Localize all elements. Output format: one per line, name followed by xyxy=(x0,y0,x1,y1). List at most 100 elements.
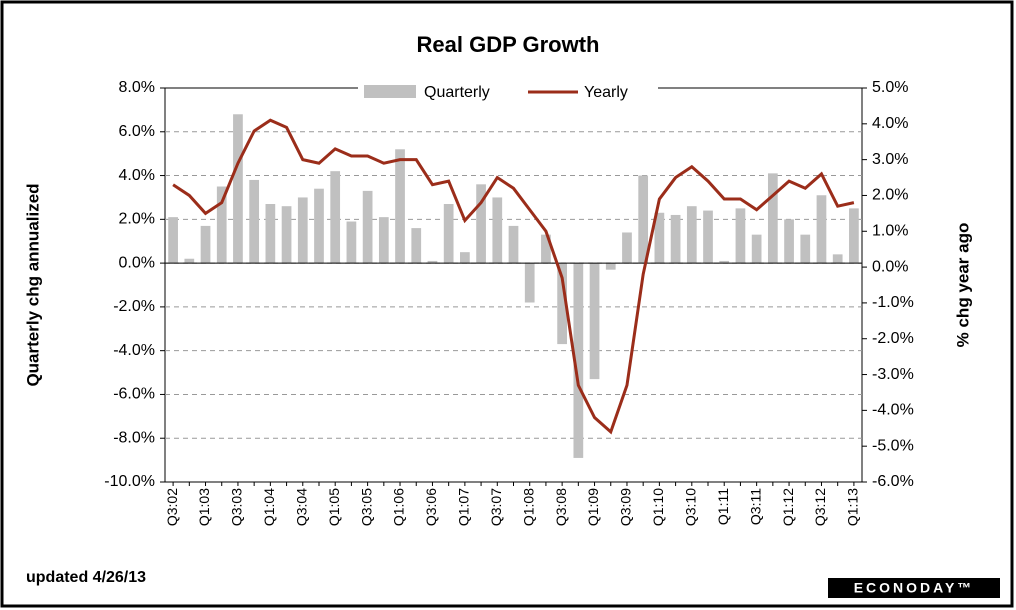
y2-tick-label: -5.0% xyxy=(872,437,914,454)
y-tick-label: -2.0% xyxy=(113,298,155,315)
y2-axis-label: % chg year ago xyxy=(953,223,972,348)
bar xyxy=(654,212,665,264)
bar xyxy=(200,225,211,264)
source: ECONODAY™ xyxy=(854,580,975,596)
bar xyxy=(800,234,811,264)
bar xyxy=(541,234,551,264)
x-tick-label: Q1:13 xyxy=(845,488,861,526)
x-tick-label: Q1:04 xyxy=(261,488,277,526)
bar xyxy=(216,186,227,264)
bar xyxy=(476,184,486,264)
bar xyxy=(460,252,470,264)
x-tick-label: Q1:03 xyxy=(196,488,212,526)
bar xyxy=(751,234,762,264)
bar xyxy=(281,206,292,264)
y-tick-label: -10.0% xyxy=(104,473,155,490)
x-tick-label: Q3:10 xyxy=(683,488,699,526)
x-tick-label: Q3:12 xyxy=(812,488,828,526)
y2-tick-label: 5.0% xyxy=(872,79,908,96)
bar xyxy=(573,263,584,458)
y2-tick-label: -2.0% xyxy=(872,330,914,347)
y2-tick-label: -3.0% xyxy=(872,366,914,383)
bar xyxy=(767,173,778,264)
bar xyxy=(832,254,843,264)
bar xyxy=(492,197,503,264)
x-tick-label: Q3:04 xyxy=(293,488,309,526)
bar xyxy=(362,190,373,264)
y2-tick-label: 0.0% xyxy=(872,258,908,275)
y-tick-label: -8.0% xyxy=(113,429,155,446)
legend-label: Yearly xyxy=(584,84,628,101)
bar xyxy=(686,206,697,264)
bar xyxy=(524,263,535,303)
bar xyxy=(427,260,438,264)
bar xyxy=(346,221,357,264)
x-tick-label: Q1:09 xyxy=(585,488,601,526)
x-tick-label: Q3:09 xyxy=(618,488,634,526)
x-tick-label: Q3:02 xyxy=(164,488,180,526)
bar xyxy=(638,175,649,264)
y-tick-label: 2.0% xyxy=(119,211,155,228)
plot-area xyxy=(164,87,863,483)
y2-tick-label: -6.0% xyxy=(872,473,914,490)
y-tick-label: -4.0% xyxy=(113,342,155,359)
bar xyxy=(670,214,681,264)
footnote: updated 4/26/13 xyxy=(26,569,146,586)
x-tick-label: Q1:07 xyxy=(456,488,472,526)
x-tick-label: Q3:08 xyxy=(553,488,569,526)
y-axis-label: Quarterly chg annualized xyxy=(23,183,42,386)
x-tick-label: Q3:11 xyxy=(747,488,763,525)
y-tick-label: 0.0% xyxy=(119,254,155,271)
bar xyxy=(330,171,341,264)
y2-tick-label: 1.0% xyxy=(872,222,908,239)
bar xyxy=(735,208,746,264)
y-tick-label: -6.0% xyxy=(113,386,155,403)
bar xyxy=(589,263,600,380)
bar xyxy=(378,217,389,264)
bar xyxy=(557,263,567,345)
bar xyxy=(605,263,616,270)
y-tick-label: 4.0% xyxy=(119,167,155,184)
source-badge xyxy=(828,578,1000,598)
bar xyxy=(297,197,308,264)
bar xyxy=(703,210,713,264)
bar xyxy=(411,228,422,264)
bar xyxy=(508,225,519,264)
x-tick-label: Q3:05 xyxy=(358,488,374,526)
x-tick-label: Q3:03 xyxy=(229,488,245,526)
x-tick-label: Q1:11 xyxy=(715,488,731,525)
y2-tick-label: -1.0% xyxy=(872,294,914,311)
y-tick-label: 8.0% xyxy=(119,79,155,96)
legend-swatch xyxy=(364,85,416,98)
bar xyxy=(249,179,260,264)
bar xyxy=(265,204,276,264)
y2-tick-label: -4.0% xyxy=(872,402,914,419)
bar xyxy=(849,208,859,264)
bar xyxy=(719,260,730,264)
y2-tick-label: 2.0% xyxy=(872,187,908,204)
bar xyxy=(184,258,195,264)
x-tick-label: Q3:07 xyxy=(488,488,504,526)
y2-tick-label: 4.0% xyxy=(872,115,908,132)
y2-tick-label: 3.0% xyxy=(872,151,908,168)
bar xyxy=(233,114,243,264)
bar xyxy=(816,195,827,264)
bar xyxy=(314,188,324,264)
x-tick-label: Q1:06 xyxy=(391,488,407,526)
x-tick-label: Q1:10 xyxy=(650,488,666,526)
x-tick-label: Q3:06 xyxy=(423,488,439,526)
chart-title: Real GDP Growth xyxy=(417,32,600,57)
bar xyxy=(622,232,632,264)
bar xyxy=(395,149,405,264)
legend-bg xyxy=(358,80,658,102)
x-tick-label: Q1:08 xyxy=(520,488,536,526)
line xyxy=(172,118,855,435)
bar xyxy=(784,219,794,264)
x-tick-label: Q1:12 xyxy=(780,488,796,526)
y-tick-label: 6.0% xyxy=(119,123,155,140)
x-tick-label: Q1:05 xyxy=(326,488,342,526)
bar xyxy=(168,217,178,264)
bar xyxy=(443,204,454,264)
legend-label: Quarterly xyxy=(424,84,490,101)
